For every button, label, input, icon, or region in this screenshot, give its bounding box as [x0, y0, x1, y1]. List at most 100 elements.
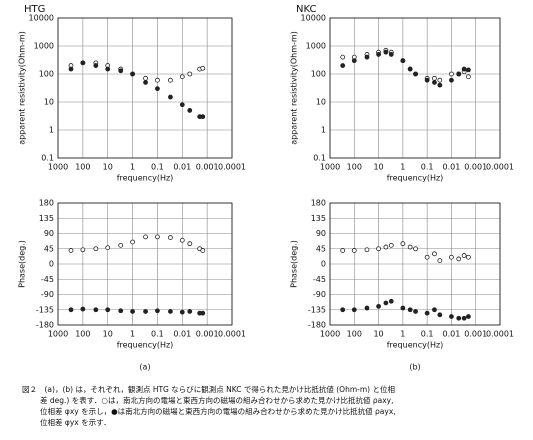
- data-point: [376, 52, 381, 57]
- x-tick-label: 0.1: [151, 163, 164, 172]
- data-point: [456, 71, 462, 77]
- data-point: [187, 241, 193, 247]
- data-point: [68, 307, 74, 313]
- data-point: [105, 66, 111, 72]
- data-point: [437, 77, 443, 83]
- data-point: [155, 86, 160, 92]
- caption-line: 位相差 φyx を示す．: [40, 417, 111, 427]
- y-tick-label: 10000: [29, 14, 54, 23]
- data-point: [413, 246, 418, 252]
- data-point: [400, 58, 406, 64]
- data-point: [437, 312, 443, 318]
- data-point: [432, 75, 437, 81]
- data-point: [456, 315, 462, 321]
- caption-line: 位相差 φxy を示し，●は南北方向の磁場と東西方向の電場の組み合わせから求めた…: [40, 406, 396, 416]
- y-tick-label: 135: [39, 214, 54, 223]
- data-point: [187, 108, 193, 113]
- y-tick-label: -45: [313, 275, 326, 284]
- y-tick-label: 0.1: [41, 154, 54, 163]
- data-point: [130, 71, 135, 77]
- data-point: [437, 82, 443, 88]
- data-point: [449, 77, 454, 83]
- x-tick-label: 1: [130, 163, 135, 172]
- data-point: [351, 58, 357, 64]
- panel-label: (a): [139, 363, 150, 372]
- data-point: [187, 309, 193, 314]
- data-point: [143, 234, 148, 240]
- x-axis-label: frequency(Hz): [117, 174, 174, 183]
- data-point: [179, 237, 185, 243]
- x-tick-label: 1: [400, 330, 405, 339]
- data-point: [413, 309, 418, 314]
- data-point: [340, 248, 346, 253]
- data-point: [68, 248, 74, 253]
- data-point: [340, 307, 346, 313]
- data-point: [143, 75, 148, 81]
- data-point: [449, 254, 454, 260]
- data-point: [155, 77, 160, 83]
- data-point: [383, 49, 389, 55]
- data-point: [388, 242, 394, 248]
- y-tick-label: -135: [36, 305, 54, 314]
- data-point: [364, 247, 370, 253]
- x-axis-label: frequency(Hz): [117, 341, 174, 350]
- y-tick-label: 180: [311, 199, 326, 208]
- x-tick-label: 0.0001: [218, 163, 246, 172]
- y-tick-label: -180: [36, 321, 54, 330]
- data-point: [93, 246, 99, 252]
- x-tick-label: 0.01: [173, 330, 191, 339]
- panel-label: (b): [409, 363, 420, 372]
- data-point: [168, 309, 173, 314]
- data-point: [388, 298, 394, 304]
- data-point: [437, 258, 443, 264]
- chart-title: NKC: [296, 4, 316, 15]
- data-point: [466, 254, 471, 260]
- x-axis-label: frequency(Hz): [387, 341, 444, 350]
- plot-frame: [57, 17, 233, 159]
- plot-frame: [57, 202, 233, 326]
- data-point: [80, 306, 86, 312]
- data-point: [456, 256, 462, 262]
- y-tick-label: 10: [44, 98, 54, 107]
- data-point: [340, 63, 346, 68]
- data-point: [168, 235, 173, 240]
- data-point: [118, 68, 124, 74]
- x-tick-label: 1000: [320, 163, 340, 172]
- x-tick-label: 0.0001: [218, 330, 246, 339]
- y-tick-label: 0.1: [313, 154, 326, 163]
- x-tick-label: 0.01: [443, 163, 461, 172]
- data-point: [340, 54, 346, 60]
- data-point: [179, 102, 185, 108]
- data-point: [466, 74, 471, 80]
- y-tick-label: 0: [49, 260, 54, 269]
- y-tick-label: 1: [49, 126, 54, 135]
- data-point: [388, 52, 394, 57]
- x-tick-label: 0.1: [421, 330, 434, 339]
- data-point: [432, 307, 437, 313]
- data-point: [432, 80, 437, 85]
- caption-line: 図２ (a)，(b) は，それぞれ，観測点 HTG ならびに観測点 NKC で得…: [22, 384, 395, 394]
- data-point: [351, 307, 357, 313]
- data-point: [424, 77, 430, 83]
- y-tick-label: -135: [308, 305, 326, 314]
- data-point: [364, 305, 370, 311]
- data-point: [407, 66, 413, 72]
- data-point: [383, 300, 389, 306]
- y-tick-label: 100: [39, 70, 54, 79]
- x-tick-label: 10: [103, 330, 113, 339]
- data-point: [424, 310, 430, 316]
- data-point: [383, 244, 389, 250]
- data-point: [364, 54, 370, 60]
- x-tick-label: 0.001: [196, 330, 219, 339]
- data-point: [143, 309, 148, 314]
- plot-frame: [329, 202, 501, 326]
- data-point: [200, 310, 206, 316]
- data-point: [400, 305, 406, 311]
- data-point: [376, 303, 381, 309]
- y-tick-label: 0: [321, 260, 326, 269]
- y-tick-label: 90: [316, 229, 326, 238]
- x-tick-label: 1000: [48, 163, 68, 172]
- data-point: [200, 248, 206, 253]
- data-point: [168, 77, 173, 83]
- x-axis-label: frequency(Hz): [387, 174, 444, 183]
